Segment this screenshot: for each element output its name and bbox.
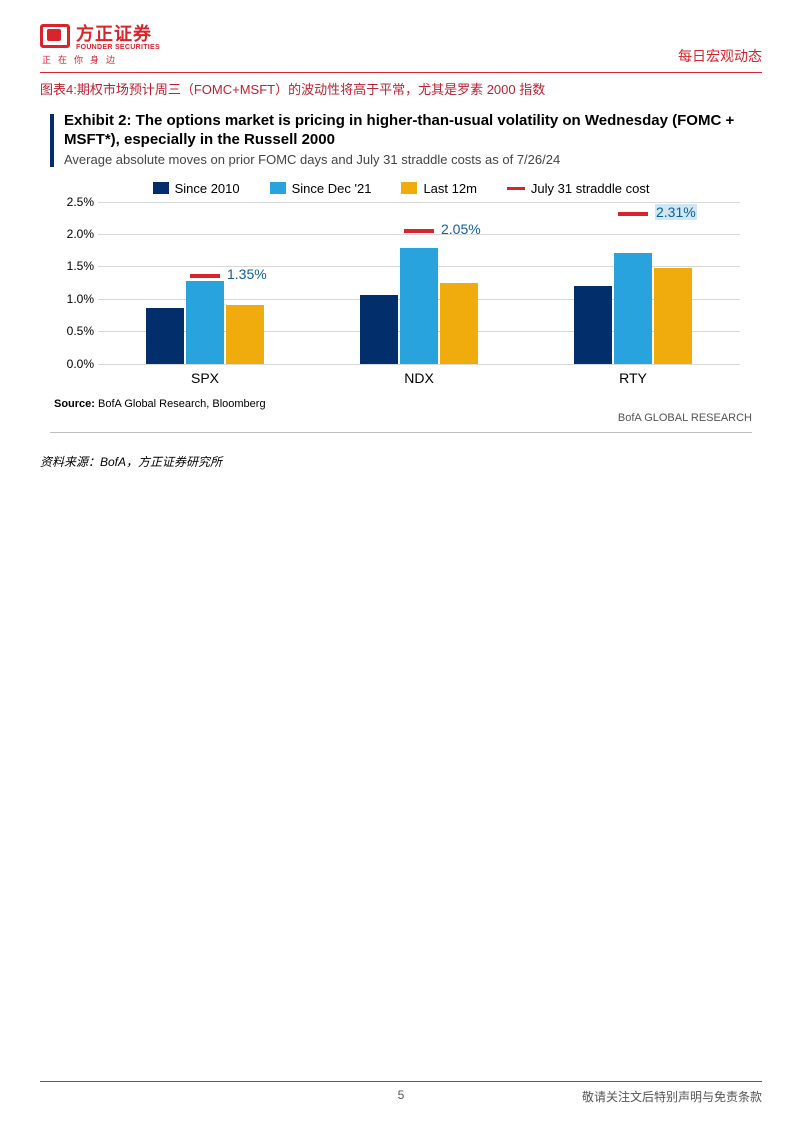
chart-source-prefix: Source: bbox=[54, 398, 95, 410]
x-axis-category-label: SPX bbox=[98, 364, 312, 392]
chart-bar bbox=[146, 308, 184, 363]
page-footer: 5 敬请关注文后特别声明与免责条款 bbox=[40, 1081, 762, 1105]
bar-group bbox=[574, 253, 692, 363]
brand-name-cn: 方正证券 bbox=[76, 20, 160, 46]
x-axis-category-label: NDX bbox=[312, 364, 526, 392]
brand-logo-block: 方正证券 FOUNDER SECURITIES 正在你身边 bbox=[40, 20, 160, 66]
exhibit-accent-bar bbox=[50, 114, 54, 167]
exhibit-panel: Exhibit 2: The options market is pricing… bbox=[40, 104, 762, 447]
bar-group bbox=[146, 281, 264, 364]
figure-caption: 图表4:期权市场预计周三（FOMC+MSFT）的波动性将高于平常，尤其是罗素 2… bbox=[40, 79, 762, 98]
page-header: 方正证券 FOUNDER SECURITIES 正在你身边 每日宏观动态 bbox=[40, 20, 762, 66]
chart-source: Source: BofA Global Research, Bloomberg bbox=[54, 398, 752, 410]
exhibit-bottom-rule bbox=[50, 432, 752, 433]
legend-item-sincedec21: Since Dec '21 bbox=[270, 181, 372, 196]
y-axis-tick-label: 1.0% bbox=[50, 292, 94, 306]
chart-bar bbox=[226, 305, 264, 363]
chart-bar bbox=[574, 286, 612, 364]
straddle-marker bbox=[404, 229, 434, 233]
x-axis-category-label: RTY bbox=[526, 364, 740, 392]
chart-bar bbox=[400, 248, 438, 363]
founder-logo-icon bbox=[40, 24, 70, 48]
figure-source-line: 资料来源：BofA，方正证券研究所 bbox=[40, 453, 762, 470]
y-axis-tick-label: 0.0% bbox=[50, 357, 94, 371]
brand-tagline: 正在你身边 bbox=[42, 53, 160, 66]
y-axis-tick-label: 2.5% bbox=[50, 195, 94, 209]
legend-label: Since Dec '21 bbox=[292, 181, 372, 196]
gridline bbox=[98, 202, 740, 203]
straddle-value-label: 2.31% bbox=[655, 204, 697, 220]
legend-label: Last 12m bbox=[423, 181, 476, 196]
chart-bar bbox=[360, 295, 398, 363]
y-axis-tick-label: 2.0% bbox=[50, 227, 94, 241]
chart-legend: Since 2010 Since Dec '21 Last 12m July 3… bbox=[50, 181, 752, 196]
chart-source-text: BofA Global Research, Bloomberg bbox=[95, 398, 266, 410]
swatch-icon bbox=[507, 187, 525, 190]
swatch-icon bbox=[270, 182, 286, 194]
bar-group bbox=[360, 248, 478, 363]
legend-item-last12m: Last 12m bbox=[401, 181, 476, 196]
footer-rule bbox=[40, 1081, 762, 1082]
brand-name-en: FOUNDER SECURITIES bbox=[76, 44, 160, 51]
y-axis-tick-label: 0.5% bbox=[50, 324, 94, 338]
exhibit-title: Exhibit 2: The options market is pricing… bbox=[64, 112, 752, 150]
legend-item-since2010: Since 2010 bbox=[153, 181, 240, 196]
document-classification: 每日宏观动态 bbox=[678, 46, 762, 66]
page-number: 5 bbox=[220, 1088, 582, 1105]
straddle-value-label: 2.05% bbox=[441, 221, 481, 237]
legend-label: Since 2010 bbox=[175, 181, 240, 196]
y-axis-tick-label: 1.5% bbox=[50, 259, 94, 273]
volatility-bar-chart: 0.0%0.5%1.0%1.5%2.0%2.5% 1.35%2.05%2.31%… bbox=[50, 202, 752, 392]
swatch-icon bbox=[401, 182, 417, 194]
legend-label: July 31 straddle cost bbox=[531, 181, 650, 196]
chart-bar bbox=[654, 268, 692, 364]
header-rule bbox=[40, 72, 762, 73]
chart-bar bbox=[440, 283, 478, 364]
straddle-marker bbox=[618, 212, 648, 216]
straddle-value-label: 1.35% bbox=[227, 266, 267, 282]
swatch-icon bbox=[153, 182, 169, 194]
chart-bar bbox=[186, 281, 224, 364]
gridline bbox=[98, 234, 740, 235]
legend-item-straddle: July 31 straddle cost bbox=[507, 181, 650, 196]
exhibit-subtitle: Average absolute moves on prior FOMC day… bbox=[64, 152, 752, 167]
chart-bar bbox=[614, 253, 652, 363]
footer-disclaimer: 敬请关注文后特别声明与免责条款 bbox=[582, 1088, 762, 1105]
bofa-global-research-mark: BofA GLOBAL RESEARCH bbox=[50, 412, 752, 424]
straddle-marker bbox=[190, 274, 220, 278]
